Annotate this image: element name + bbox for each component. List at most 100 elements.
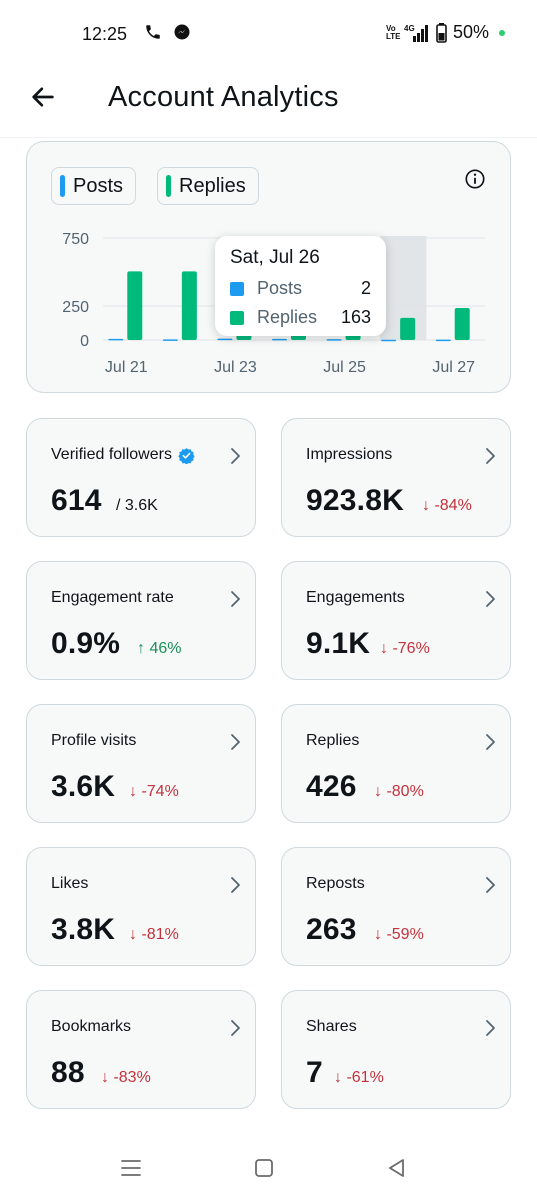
metric-card-likes[interactable]: Likes 3.8K ↓ -81%: [26, 847, 256, 966]
metric-change: ↓ -81%: [129, 926, 179, 943]
tooltip-posts-swatch: [230, 282, 244, 296]
activity-chart-card: Posts Replies 750 250 0 Jul 21 Jul 23 Jul 25 J…: [26, 141, 511, 393]
verified-badge-icon: [178, 447, 195, 464]
metric-label: Impressions: [306, 446, 393, 463]
chart-tooltip: Sat, Jul 26 Posts 2 Replies 163: [215, 236, 386, 336]
battery-icon: [436, 22, 447, 43]
bar-replies: [181, 271, 197, 340]
chevron-right-icon: [231, 591, 240, 607]
chevron-right-icon: [486, 1020, 495, 1036]
metric-label: Engagements: [306, 589, 405, 606]
metric-change: ↓ -74%: [129, 783, 179, 800]
y-tick-label: 0: [80, 333, 89, 350]
metric-card-impressions[interactable]: Impressions 923.8K ↓ -84%: [281, 418, 511, 537]
tooltip-date: Sat, Jul 26: [230, 247, 320, 268]
posts-swatch: [60, 175, 65, 197]
bar-posts: [435, 339, 451, 342]
metric-change: ↓ -76%: [380, 640, 430, 657]
legend-replies-toggle[interactable]: Replies: [157, 167, 259, 205]
phone-icon: [146, 25, 160, 39]
metric-label: Shares: [306, 1018, 357, 1035]
x-tick-label: Jul 25: [323, 359, 366, 376]
metric-label: Engagement rate: [51, 589, 174, 606]
metric-value: 0.9%: [51, 627, 121, 660]
privacy-dot: [499, 29, 505, 36]
legend-replies-label: Replies: [179, 174, 246, 197]
metric-value: 88: [51, 1056, 85, 1089]
status-right-icons: Vo LTE 4G 50%: [386, 22, 505, 43]
x-tick-label: Jul 27: [432, 359, 475, 376]
status-time: 12:25: [82, 24, 128, 44]
metric-card-shares[interactable]: Shares 7 ↓ -61%: [281, 990, 511, 1109]
metric-card-profile-visits[interactable]: Profile visits 3.6K ↓ -74%: [26, 704, 256, 823]
metric-label: Verified followers: [51, 446, 195, 464]
system-nav-bar: [0, 1140, 537, 1199]
metric-change: ↓ -61%: [334, 1069, 384, 1086]
metric-change: ↓ -84%: [422, 497, 472, 514]
metric-value: 614: [51, 484, 102, 517]
arrow-left-icon: [32, 87, 54, 107]
bar-posts: [272, 338, 287, 341]
x-tick-label: Jul 23: [214, 359, 257, 376]
replies-swatch: [166, 175, 171, 197]
chevron-right-icon: [486, 877, 495, 893]
metric-change: ↓ -59%: [374, 926, 424, 943]
battery-percent: 50%: [452, 22, 489, 42]
chevron-right-icon: [486, 591, 495, 607]
metric-value: 7: [306, 1056, 323, 1089]
metric-card-engagement-rate[interactable]: Engagement rate 0.9% ↑ 46%: [26, 561, 256, 680]
metric-label: Likes: [51, 875, 89, 892]
bar-replies: [400, 317, 416, 340]
messenger-icon: [174, 24, 190, 40]
bar-posts: [108, 338, 124, 341]
y-tick-label: 250: [62, 299, 89, 316]
page-title: Account Analytics: [108, 81, 339, 113]
metric-value: 426: [306, 770, 357, 803]
metric-card-reposts[interactable]: Reposts 263 ↓ -59%: [281, 847, 511, 966]
metric-label: Bookmarks: [51, 1018, 132, 1035]
metric-change: ↓ -80%: [374, 783, 424, 800]
metric-card-engagements[interactable]: Engagements 9.1K ↓ -76%: [281, 561, 511, 680]
tooltip-replies-value: 163: [340, 307, 371, 327]
metric-value: 263: [306, 913, 357, 946]
bar-posts: [162, 339, 178, 341]
metric-value: 9.1K: [306, 627, 371, 660]
metric-label: Replies: [306, 732, 360, 749]
x-tick-label: Jul 21: [105, 359, 148, 376]
tooltip-posts-value: 2: [360, 278, 371, 298]
home-square-icon[interactable]: [251, 1155, 277, 1181]
metric-card-replies[interactable]: Replies 426 ↓ -80%: [281, 704, 511, 823]
legend-posts-label: Posts: [73, 174, 124, 197]
chevron-right-icon: [486, 448, 495, 464]
tooltip-replies-swatch: [230, 311, 244, 325]
metric-card-bookmarks[interactable]: Bookmarks 88 ↓ -83%: [26, 990, 256, 1109]
legend-posts-toggle[interactable]: Posts: [51, 167, 137, 205]
y-tick-label: 750: [62, 231, 89, 248]
svg-text:4G: 4G: [404, 24, 415, 33]
header: Account Analytics: [0, 68, 537, 138]
chevron-right-icon: [486, 734, 495, 750]
info-icon[interactable]: [464, 168, 486, 190]
metric-label: Reposts: [306, 875, 365, 892]
metric-value: 923.8K: [306, 484, 404, 517]
status-left-icons: [144, 22, 192, 42]
tooltip-row-posts: Posts 2: [230, 277, 371, 301]
volte-indicator: Vo LTE: [385, 23, 401, 41]
tooltip-row-replies: Replies 163: [230, 306, 371, 330]
bar-replies: [127, 271, 143, 340]
metric-value: 3.8K: [51, 913, 116, 946]
chevron-right-icon: [231, 448, 240, 464]
metric-value: 3.6K: [51, 770, 116, 803]
back-button[interactable]: [26, 80, 60, 114]
bar-posts: [217, 338, 233, 341]
back-triangle-icon[interactable]: [384, 1155, 410, 1181]
metric-card-verified-followers[interactable]: Verified followers 614 / 3.6K: [26, 418, 256, 537]
chevron-right-icon: [231, 734, 240, 750]
metric-total: / 3.6K: [116, 497, 158, 514]
metric-label: Profile visits: [51, 732, 137, 749]
chevron-right-icon: [231, 877, 240, 893]
signal-icon: 4G: [404, 24, 428, 42]
menu-icon[interactable]: [118, 1155, 144, 1181]
bar-posts: [381, 339, 397, 342]
status-bar: 12:25 Vo LTE 4G 50%: [0, 0, 537, 68]
